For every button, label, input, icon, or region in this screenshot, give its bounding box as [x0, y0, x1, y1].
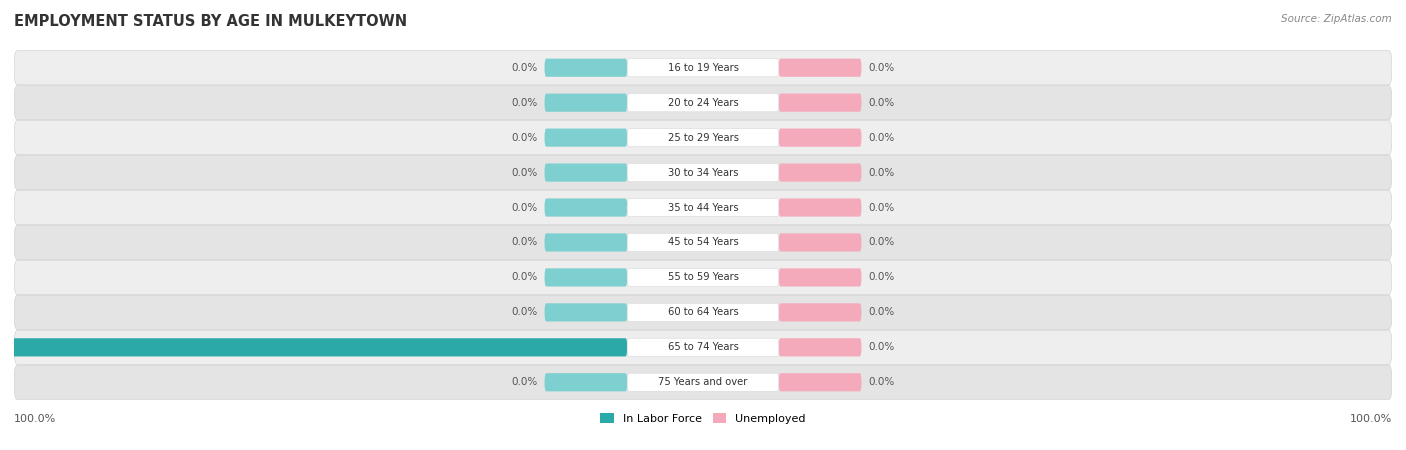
FancyBboxPatch shape — [627, 234, 779, 252]
FancyBboxPatch shape — [14, 330, 1392, 365]
Text: EMPLOYMENT STATUS BY AGE IN MULKEYTOWN: EMPLOYMENT STATUS BY AGE IN MULKEYTOWN — [14, 14, 408, 28]
Text: 0.0%: 0.0% — [869, 272, 894, 283]
Text: 0.0%: 0.0% — [512, 272, 537, 283]
FancyBboxPatch shape — [14, 190, 1392, 225]
Text: 35 to 44 Years: 35 to 44 Years — [668, 202, 738, 212]
Text: 0.0%: 0.0% — [869, 238, 894, 248]
FancyBboxPatch shape — [779, 303, 862, 321]
Text: 0.0%: 0.0% — [869, 63, 894, 73]
Text: 60 to 64 Years: 60 to 64 Years — [668, 307, 738, 317]
Text: 0.0%: 0.0% — [869, 133, 894, 143]
FancyBboxPatch shape — [544, 373, 627, 392]
FancyBboxPatch shape — [627, 338, 779, 356]
FancyBboxPatch shape — [627, 373, 779, 392]
FancyBboxPatch shape — [0, 338, 627, 356]
FancyBboxPatch shape — [627, 58, 779, 77]
Text: 0.0%: 0.0% — [512, 98, 537, 108]
FancyBboxPatch shape — [627, 163, 779, 182]
FancyBboxPatch shape — [779, 268, 862, 287]
FancyBboxPatch shape — [779, 234, 862, 252]
Text: 0.0%: 0.0% — [512, 63, 537, 73]
Text: 65 to 74 Years: 65 to 74 Years — [668, 342, 738, 352]
Text: 75 Years and over: 75 Years and over — [658, 377, 748, 387]
Legend: In Labor Force, Unemployed: In Labor Force, Unemployed — [596, 409, 810, 428]
Text: 0.0%: 0.0% — [512, 307, 537, 317]
Text: 100.0%: 100.0% — [14, 414, 56, 424]
Text: 30 to 34 Years: 30 to 34 Years — [668, 167, 738, 178]
FancyBboxPatch shape — [779, 373, 862, 392]
FancyBboxPatch shape — [627, 268, 779, 287]
Text: 55 to 59 Years: 55 to 59 Years — [668, 272, 738, 283]
FancyBboxPatch shape — [544, 94, 627, 112]
Text: 0.0%: 0.0% — [512, 238, 537, 248]
FancyBboxPatch shape — [544, 268, 627, 287]
FancyBboxPatch shape — [779, 198, 862, 216]
FancyBboxPatch shape — [544, 198, 627, 216]
FancyBboxPatch shape — [544, 58, 627, 77]
Text: 0.0%: 0.0% — [512, 202, 537, 212]
FancyBboxPatch shape — [627, 129, 779, 147]
FancyBboxPatch shape — [14, 155, 1392, 190]
Text: 0.0%: 0.0% — [869, 377, 894, 387]
Text: 0.0%: 0.0% — [869, 98, 894, 108]
Text: 0.0%: 0.0% — [869, 307, 894, 317]
FancyBboxPatch shape — [779, 338, 862, 356]
Text: 45 to 54 Years: 45 to 54 Years — [668, 238, 738, 248]
FancyBboxPatch shape — [14, 225, 1392, 260]
FancyBboxPatch shape — [627, 303, 779, 321]
FancyBboxPatch shape — [14, 121, 1392, 155]
Text: 0.0%: 0.0% — [512, 377, 537, 387]
FancyBboxPatch shape — [544, 303, 627, 321]
FancyBboxPatch shape — [544, 234, 627, 252]
FancyBboxPatch shape — [14, 86, 1392, 120]
Text: 100.0%: 100.0% — [1350, 414, 1392, 424]
Text: Source: ZipAtlas.com: Source: ZipAtlas.com — [1281, 14, 1392, 23]
Text: 0.0%: 0.0% — [869, 202, 894, 212]
Text: 0.0%: 0.0% — [869, 167, 894, 178]
Text: 16 to 19 Years: 16 to 19 Years — [668, 63, 738, 73]
Text: 0.0%: 0.0% — [869, 342, 894, 352]
Text: 20 to 24 Years: 20 to 24 Years — [668, 98, 738, 108]
FancyBboxPatch shape — [14, 365, 1392, 400]
FancyBboxPatch shape — [14, 50, 1392, 85]
FancyBboxPatch shape — [779, 163, 862, 182]
Text: 0.0%: 0.0% — [512, 167, 537, 178]
FancyBboxPatch shape — [544, 129, 627, 147]
FancyBboxPatch shape — [779, 129, 862, 147]
FancyBboxPatch shape — [779, 94, 862, 112]
Text: 25 to 29 Years: 25 to 29 Years — [668, 133, 738, 143]
Text: 0.0%: 0.0% — [512, 133, 537, 143]
FancyBboxPatch shape — [627, 94, 779, 112]
FancyBboxPatch shape — [14, 260, 1392, 295]
FancyBboxPatch shape — [544, 163, 627, 182]
FancyBboxPatch shape — [14, 295, 1392, 329]
FancyBboxPatch shape — [627, 198, 779, 216]
FancyBboxPatch shape — [779, 58, 862, 77]
